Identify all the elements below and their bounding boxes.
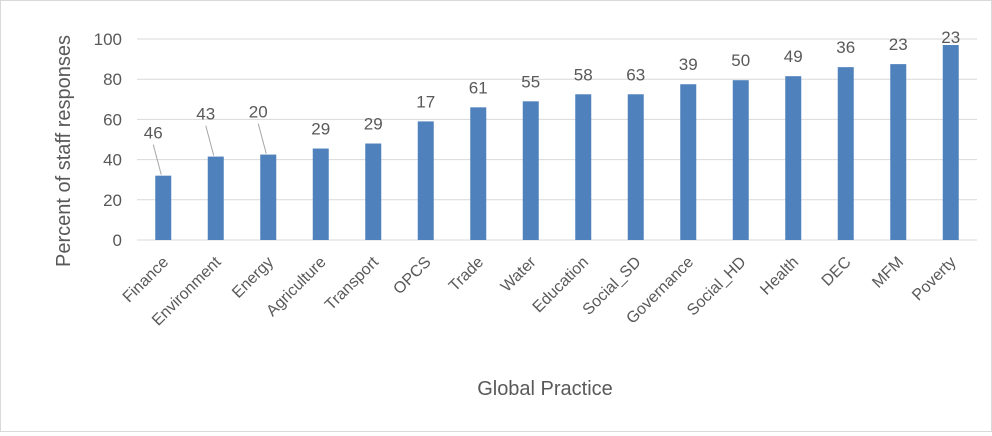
bar-water: [522, 101, 539, 240]
data-label: 17: [416, 92, 435, 111]
leader-line: [205, 125, 215, 156]
y-tick-label: 20: [103, 191, 122, 210]
y-tick-label: 0: [113, 231, 122, 250]
x-category-label: Finance: [120, 254, 172, 306]
bar-transport: [365, 143, 382, 240]
bar-finance: [155, 175, 172, 240]
bar-dec: [837, 67, 854, 240]
bar-poverty: [942, 45, 959, 240]
data-label: 49: [784, 47, 803, 66]
data-label: 23: [889, 35, 908, 54]
bar-social-sd: [627, 94, 644, 241]
bars: [155, 45, 959, 241]
x-axis-title: Global Practice: [477, 378, 613, 400]
x-category-label: Energy: [229, 254, 277, 302]
y-tick-label: 100: [94, 30, 122, 49]
x-category-label: Water: [498, 253, 540, 295]
bar-health: [785, 76, 802, 240]
leader-line: [257, 123, 267, 154]
data-label: 58: [574, 65, 593, 84]
bar-energy: [260, 154, 277, 240]
data-label: 63: [626, 65, 645, 84]
x-category-label: Transport: [322, 253, 382, 313]
bar-mfm: [890, 64, 907, 240]
bar-opcs: [417, 121, 434, 240]
x-category-label: Trade: [446, 254, 487, 295]
data-labels: 46 43 20 29 29 17 61 55 58 63 39 50 49 36 23 23: [144, 28, 960, 143]
x-category-label: Health: [757, 254, 802, 299]
y-tick-label: 60: [103, 110, 122, 129]
leader-lines: [152, 123, 267, 175]
leader-line: [152, 144, 162, 175]
bar-education: [575, 94, 592, 241]
data-label: 23: [941, 28, 960, 47]
data-label: 36: [836, 38, 855, 57]
bar-agriculture: [312, 148, 329, 240]
data-label: 50: [731, 51, 750, 70]
x-category-label: DEC: [819, 254, 855, 290]
data-label: 29: [311, 120, 330, 139]
bar-social-hd: [732, 80, 749, 240]
data-label: 29: [364, 115, 383, 134]
gridlines: [137, 38, 977, 241]
data-label: 39: [679, 55, 698, 74]
data-label: 46: [144, 124, 163, 143]
bar-governance: [680, 84, 697, 240]
data-label: 61: [469, 78, 488, 97]
data-label: 20: [249, 103, 268, 122]
x-category-label: OPCS: [390, 254, 434, 298]
y-tick-label: 80: [103, 70, 122, 89]
x-category-label: MFM: [869, 254, 907, 292]
y-axis-ticks: 0 20 40 60 80 100: [94, 30, 122, 250]
x-category-label: Poverty: [909, 254, 959, 304]
bar-environment: [207, 156, 224, 240]
y-axis-title: Percent of staff responses: [53, 35, 75, 267]
bar-trade: [470, 107, 487, 240]
data-label: 43: [196, 105, 215, 124]
data-label: 55: [521, 72, 540, 91]
y-tick-label: 40: [103, 151, 122, 170]
